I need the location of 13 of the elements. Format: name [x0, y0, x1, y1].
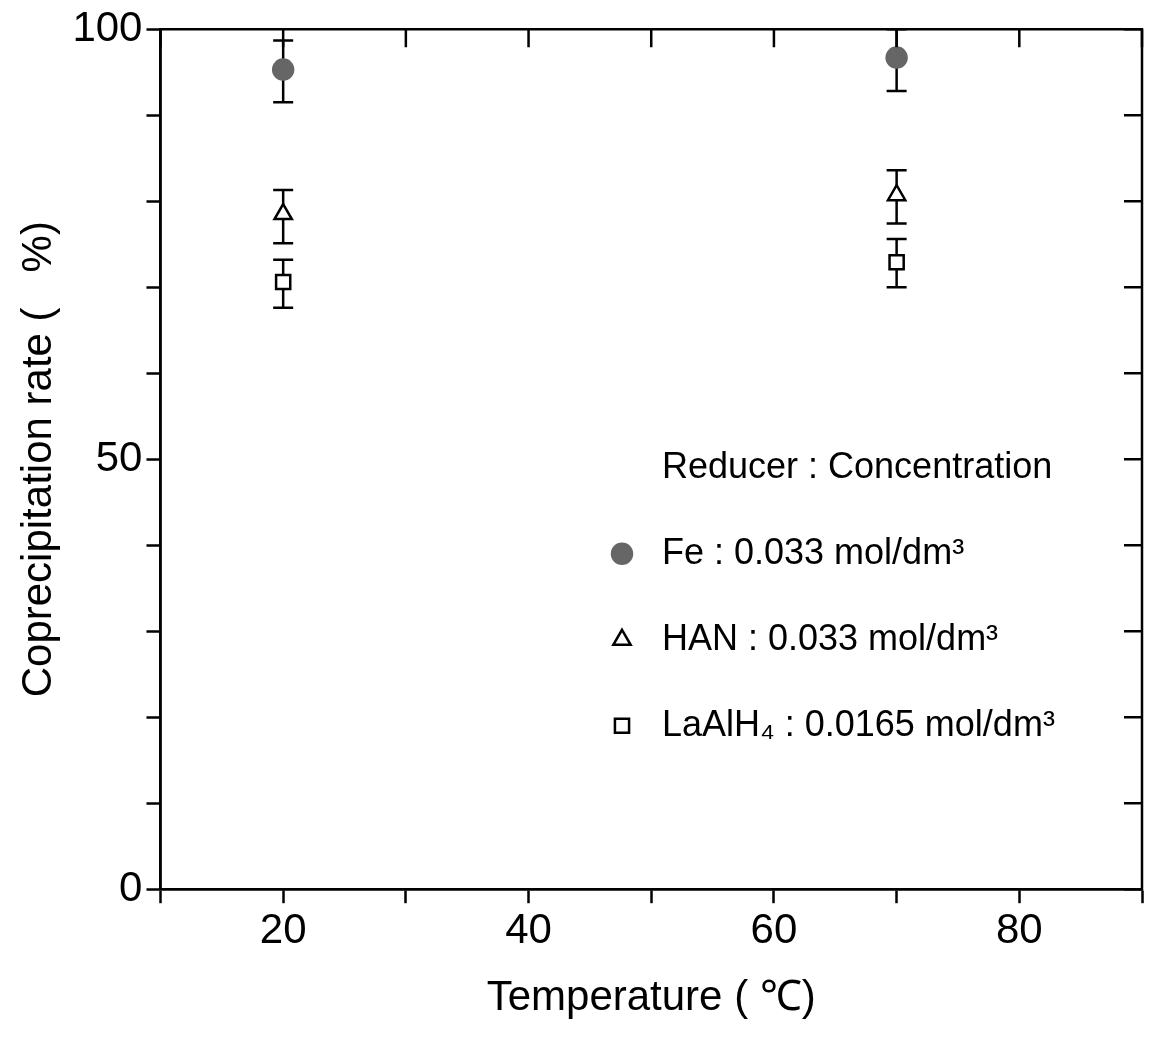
y-tick-label: 0 [119, 862, 143, 910]
y-tick-label: 50 [95, 432, 143, 480]
legend-label: Fe : 0.033 mol/dm³ [662, 530, 965, 572]
y-tick-label: 100 [72, 2, 143, 50]
legend-label: LaAlH₄ : 0.0165 mol/dm³ [662, 702, 1055, 744]
legend-label: HAN : 0.033 mol/dm³ [662, 616, 999, 658]
x-tick-label: 40 [505, 904, 552, 952]
x-tick-label: 60 [750, 904, 798, 952]
legend-title: Reducer : Concentration [662, 444, 1053, 486]
y-axis-title: Coprecipitation rate ( %) [12, 221, 60, 698]
x-tick-label: 80 [995, 904, 1043, 952]
x-tick-label: 20 [259, 904, 307, 952]
x-axis-title: Temperature ( ℃) [486, 972, 816, 1020]
